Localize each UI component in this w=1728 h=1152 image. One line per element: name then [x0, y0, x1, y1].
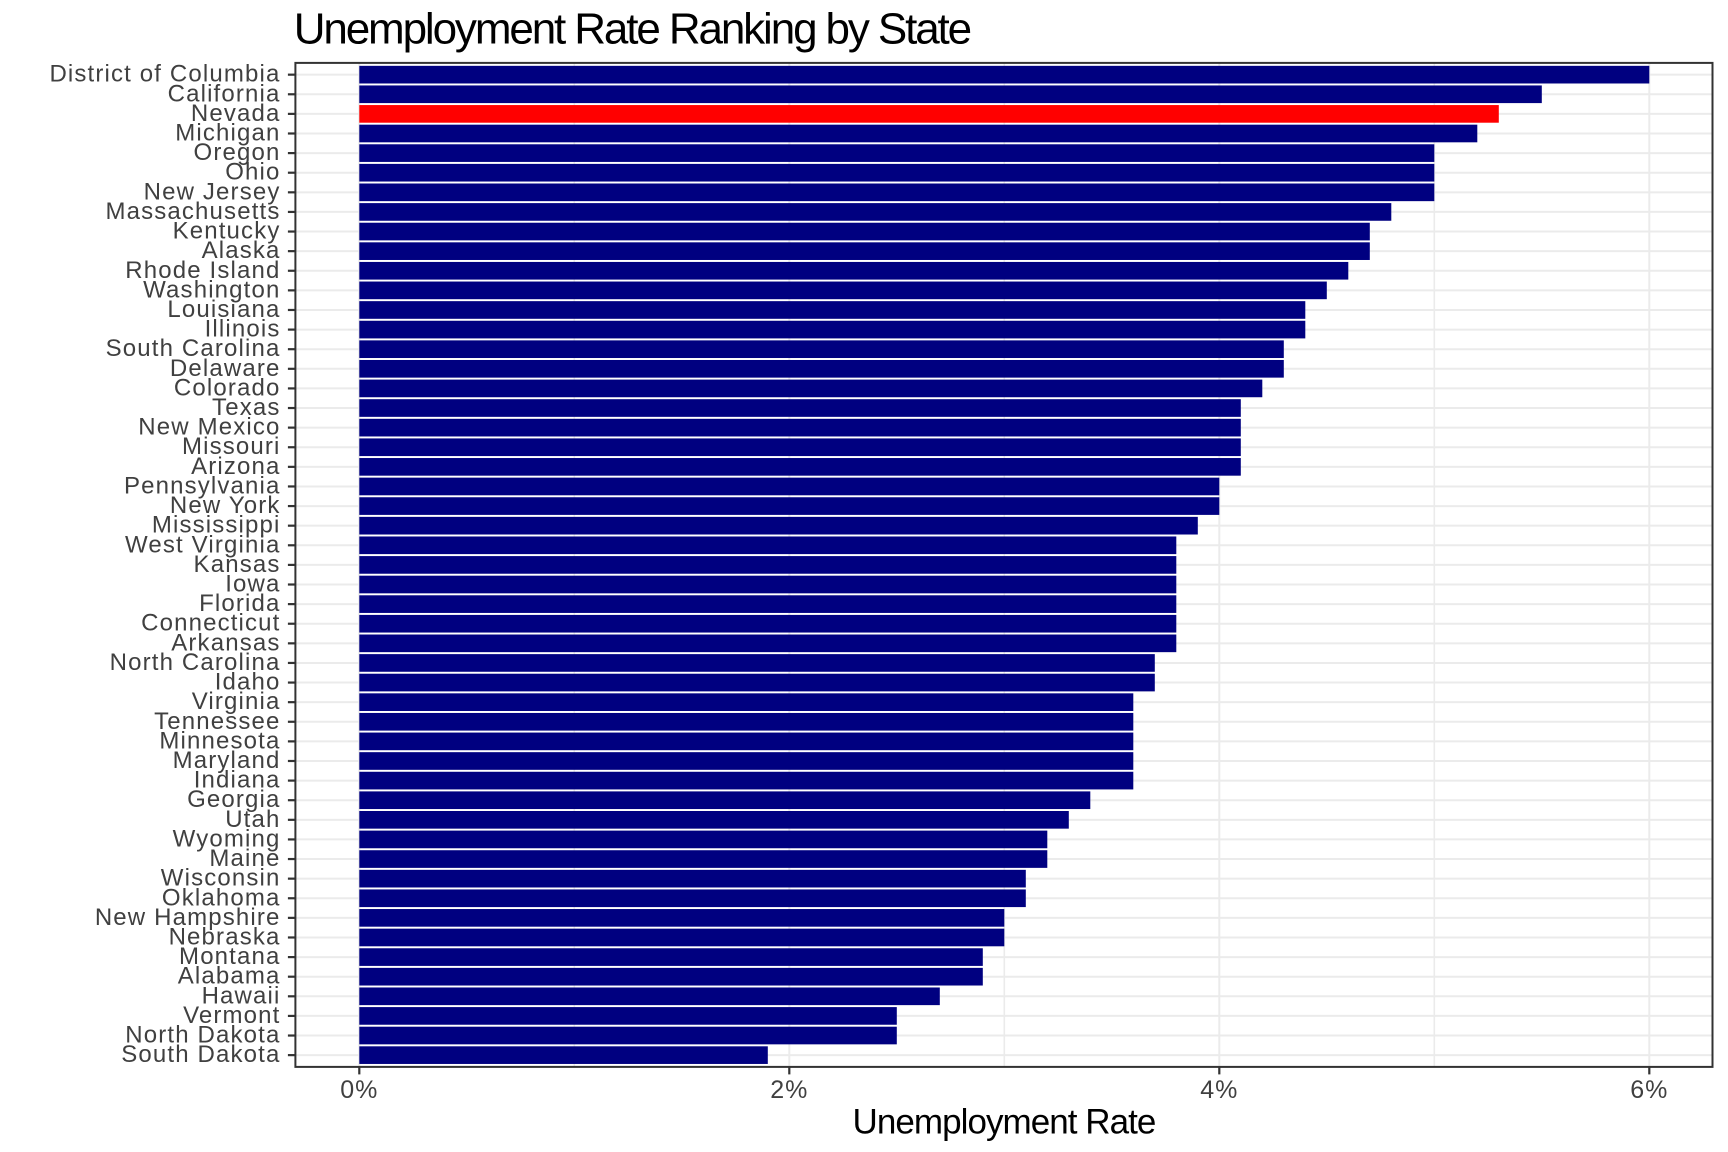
svg-text:New York: New York [170, 492, 281, 519]
svg-text:2%: 2% [770, 1076, 808, 1104]
svg-text:Arizona: Arizona [191, 453, 280, 480]
svg-text:Unemployment Rate Ranking by S: Unemployment Rate Ranking by State [294, 5, 971, 54]
svg-text:Oregon: Oregon [194, 139, 281, 166]
svg-text:Alabama: Alabama [178, 963, 281, 990]
svg-text:New Jersey: New Jersey [144, 178, 281, 205]
svg-text:District of Columbia: District of Columbia [49, 61, 280, 88]
svg-text:Connecticut: Connecticut [141, 610, 280, 637]
svg-text:Iowa: Iowa [225, 571, 280, 598]
svg-text:Nevada: Nevada [191, 100, 281, 127]
svg-text:Wisconsin: Wisconsin [161, 865, 281, 892]
svg-text:Utah: Utah [225, 806, 280, 833]
svg-text:Kansas: Kansas [194, 551, 281, 578]
svg-text:Minnesota: Minnesota [159, 727, 280, 754]
svg-text:Indiana: Indiana [194, 767, 281, 794]
svg-text:South Dakota: South Dakota [121, 1041, 280, 1068]
svg-text:6%: 6% [1630, 1076, 1668, 1104]
svg-text:Illinois: Illinois [205, 316, 281, 343]
svg-text:North Dakota: North Dakota [125, 1022, 280, 1049]
svg-text:Maryland: Maryland [173, 747, 281, 774]
svg-text:Georgia: Georgia [187, 786, 280, 813]
svg-text:Kentucky: Kentucky [173, 218, 281, 245]
svg-text:North Carolina: North Carolina [110, 649, 281, 676]
svg-text:4%: 4% [1200, 1076, 1238, 1104]
svg-text:California: California [168, 80, 281, 107]
svg-text:Washington: Washington [143, 276, 280, 303]
svg-text:South Carolina: South Carolina [106, 335, 281, 362]
svg-text:Virginia: Virginia [192, 688, 281, 715]
svg-text:Oklahoma: Oklahoma [162, 884, 281, 911]
svg-text:Tennessee: Tennessee [154, 708, 280, 735]
svg-text:Vermont: Vermont [183, 1002, 280, 1029]
svg-text:Unemployment Rate: Unemployment Rate [853, 1102, 1156, 1141]
svg-text:Louisiana: Louisiana [167, 296, 280, 323]
svg-text:Maine: Maine [209, 845, 280, 872]
svg-text:Arkansas: Arkansas [171, 629, 280, 656]
svg-text:Idaho: Idaho [215, 669, 281, 696]
svg-text:Pennsylvania: Pennsylvania [124, 472, 281, 499]
svg-text:Colorado: Colorado [174, 374, 281, 401]
svg-text:Montana: Montana [179, 943, 280, 970]
svg-text:Rhode Island: Rhode Island [125, 257, 280, 284]
svg-text:Massachusetts: Massachusetts [105, 198, 280, 225]
svg-text:Texas: Texas [212, 394, 280, 421]
svg-text:Hawaii: Hawaii [202, 982, 281, 1009]
svg-text:0%: 0% [340, 1076, 378, 1104]
svg-text:New Hampshire: New Hampshire [95, 904, 281, 931]
svg-text:New Mexico: New Mexico [138, 414, 280, 441]
svg-text:Alaska: Alaska [202, 237, 281, 264]
svg-text:West Virginia: West Virginia [125, 531, 280, 558]
svg-text:Michigan: Michigan [175, 119, 280, 146]
svg-text:Missouri: Missouri [182, 433, 281, 460]
svg-text:Mississippi: Mississippi [152, 512, 281, 539]
svg-text:Florida: Florida [199, 590, 280, 617]
svg-text:Ohio: Ohio [225, 159, 280, 186]
svg-text:Wyoming: Wyoming [173, 825, 281, 852]
svg-text:Delaware: Delaware [170, 355, 281, 382]
svg-text:Nebraska: Nebraska [169, 923, 281, 950]
